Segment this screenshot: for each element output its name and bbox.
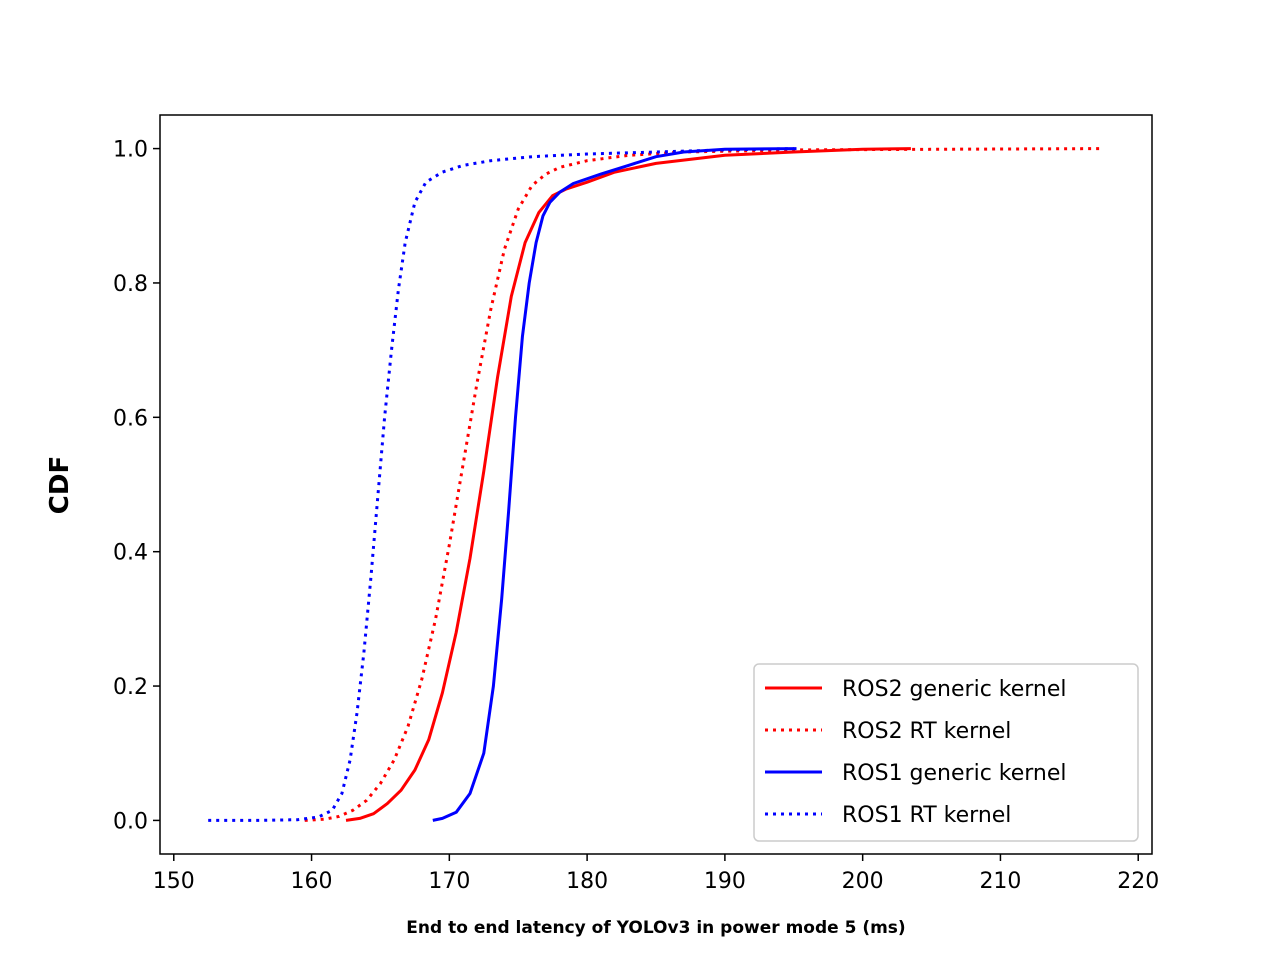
legend-box — [753, 663, 1139, 842]
x-tick-label: 180 — [566, 869, 608, 894]
legend-label-1: ROS2 RT kernel — [842, 719, 1011, 744]
series-line-1 — [304, 147, 1104, 822]
y-tick-label: 0.0 — [113, 809, 148, 834]
legend-label-3: ROS1 RT kernel — [842, 803, 1011, 828]
series-layer — [208, 147, 1104, 822]
y-axis-title: CDF — [45, 456, 75, 514]
legend: ROS2 generic kernel ROS2 RT kernel ROS1 ge… — [753, 663, 1139, 842]
x-tick-label: 210 — [979, 869, 1021, 894]
series-line-0 — [345, 147, 911, 822]
y-tick-label: 0.4 — [113, 541, 148, 566]
y-tick-label: 0.6 — [113, 406, 148, 431]
x-axis-title: End to end latency of YOLOv3 in power mo… — [406, 918, 905, 938]
x-tick-label: 150 — [153, 869, 195, 894]
x-tick-label: 170 — [428, 869, 470, 894]
plot-frame — [159, 114, 1153, 855]
series-line-2 — [432, 147, 797, 822]
y-tick-label: 0.2 — [113, 675, 148, 700]
x-tick-label: 220 — [1117, 869, 1159, 894]
y-tick-label: 0.8 — [113, 272, 148, 297]
legend-label-2: ROS1 generic kernel — [842, 761, 1067, 786]
series-line-3 — [208, 147, 794, 822]
legend-label-0: ROS2 generic kernel — [842, 677, 1067, 702]
ticks-layer: 150 160 170 180 190 200 210 220 0.0 0.2 0.4 0.6 0.8 1… — [113, 138, 1159, 894]
x-tick-label: 160 — [291, 869, 333, 894]
x-tick-label: 200 — [842, 869, 884, 894]
x-tick-label: 190 — [704, 869, 746, 894]
y-tick-label: 1.0 — [113, 138, 148, 163]
